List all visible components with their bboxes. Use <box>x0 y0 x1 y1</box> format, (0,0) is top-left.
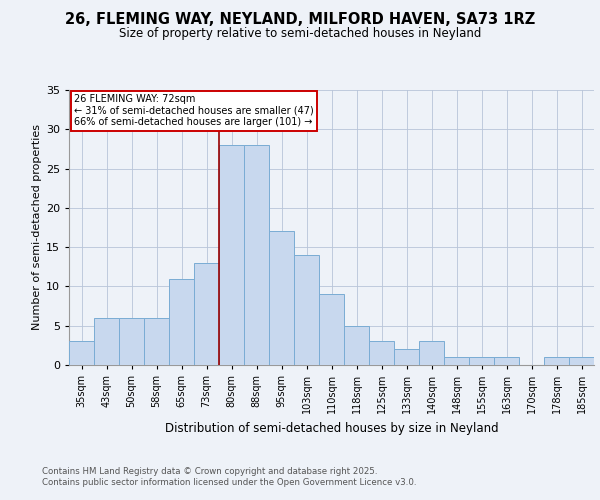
Bar <box>269 232 294 365</box>
Bar <box>94 318 119 365</box>
Text: 26 FLEMING WAY: 72sqm
← 31% of semi-detached houses are smaller (47)
66% of semi: 26 FLEMING WAY: 72sqm ← 31% of semi-deta… <box>74 94 314 128</box>
Bar <box>469 357 494 365</box>
Text: 26, FLEMING WAY, NEYLAND, MILFORD HAVEN, SA73 1RZ: 26, FLEMING WAY, NEYLAND, MILFORD HAVEN,… <box>65 12 535 28</box>
Bar <box>369 342 394 365</box>
Text: Size of property relative to semi-detached houses in Neyland: Size of property relative to semi-detach… <box>119 28 481 40</box>
Bar <box>294 255 319 365</box>
Bar <box>569 357 594 365</box>
Bar <box>419 342 444 365</box>
Bar <box>544 357 569 365</box>
Text: Contains HM Land Registry data © Crown copyright and database right 2025.
Contai: Contains HM Land Registry data © Crown c… <box>42 468 416 487</box>
Y-axis label: Number of semi-detached properties: Number of semi-detached properties <box>32 124 41 330</box>
Bar <box>194 263 219 365</box>
Bar <box>344 326 369 365</box>
Bar <box>244 145 269 365</box>
Bar <box>494 357 519 365</box>
Bar <box>219 145 244 365</box>
Bar <box>444 357 469 365</box>
Bar <box>144 318 169 365</box>
Bar <box>169 278 194 365</box>
Bar <box>69 342 94 365</box>
X-axis label: Distribution of semi-detached houses by size in Neyland: Distribution of semi-detached houses by … <box>164 422 499 434</box>
Bar <box>394 350 419 365</box>
Bar <box>119 318 144 365</box>
Bar <box>319 294 344 365</box>
